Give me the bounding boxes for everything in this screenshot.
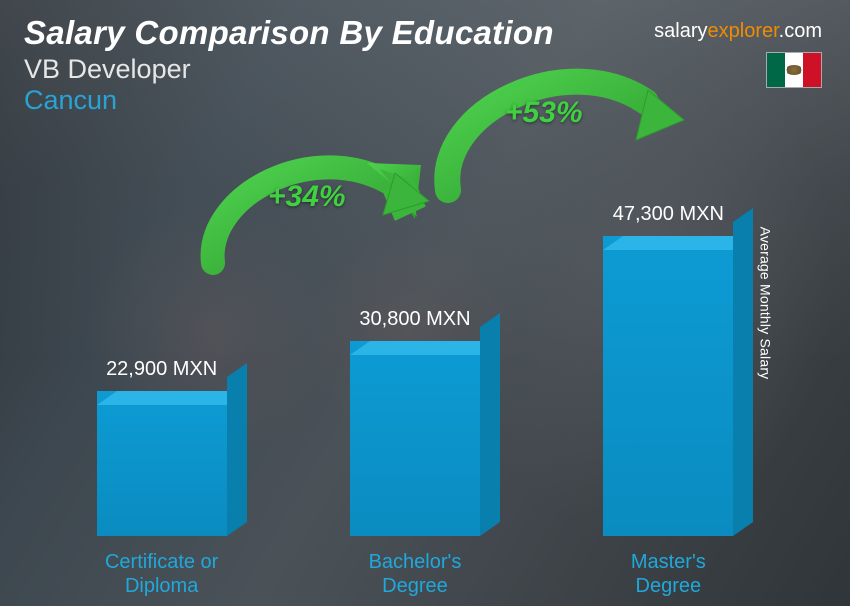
flag-emblem-icon xyxy=(785,65,803,75)
country-flag-icon xyxy=(766,52,822,88)
bar-front-face xyxy=(350,341,480,536)
bar-group: 47,300 MXN xyxy=(578,203,758,536)
brand-watermark: salaryexplorer.com xyxy=(654,20,822,43)
bar-group: 30,800 MXN xyxy=(325,308,505,536)
brand-accent: explorer xyxy=(708,20,779,42)
bar-value-label: 30,800 MXN xyxy=(359,308,470,331)
flag-stripe-green xyxy=(767,53,785,87)
category-labels: Certificate orDiploma Bachelor'sDegree Mas… xyxy=(50,550,780,598)
bar-front-face xyxy=(97,391,227,536)
bar-side-face xyxy=(733,208,753,536)
brand-suffix: .com xyxy=(779,20,822,42)
bar-group: 22,900 MXN xyxy=(72,358,252,536)
chart-location: Cancun xyxy=(24,85,826,116)
flag-stripe-red xyxy=(803,53,821,87)
bar-side-face xyxy=(227,363,247,536)
increase-percent: +53% xyxy=(505,96,583,130)
chart-subtitle: VB Developer xyxy=(24,54,826,85)
bar-top-face xyxy=(97,391,247,405)
flag-stripe-white xyxy=(785,53,803,87)
bar-top-face xyxy=(603,236,753,250)
bar-value-label: 47,300 MXN xyxy=(613,203,724,226)
bar-side-face xyxy=(480,313,500,536)
category-label: Master'sDegree xyxy=(578,550,758,598)
category-label: Bachelor'sDegree xyxy=(325,550,505,598)
brand-prefix: salary xyxy=(654,20,707,42)
bar-chart: 22,900 MXN 30,800 MXN 47,300 MXN xyxy=(50,150,780,536)
bar-top-face xyxy=(350,341,500,355)
bar-3d xyxy=(350,341,480,536)
increase-percent: +34% xyxy=(268,180,346,214)
bar-3d xyxy=(97,391,227,536)
category-label: Certificate orDiploma xyxy=(72,550,252,598)
bar-value-label: 22,900 MXN xyxy=(106,358,217,381)
bar-3d xyxy=(603,236,733,536)
bar-front-face xyxy=(603,236,733,536)
